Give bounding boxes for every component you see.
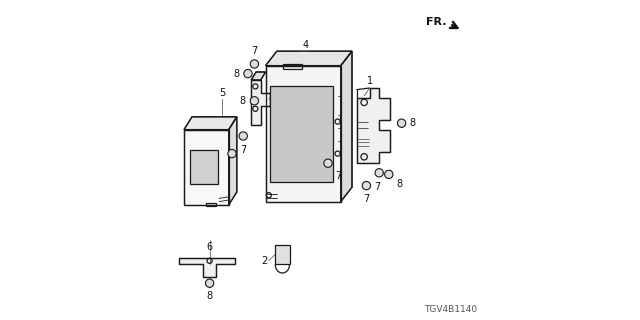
- Circle shape: [250, 97, 259, 105]
- Text: 7: 7: [252, 46, 257, 56]
- Text: 7: 7: [364, 194, 369, 204]
- Polygon shape: [184, 130, 229, 205]
- Text: TGV4B1140: TGV4B1140: [424, 305, 477, 314]
- Bar: [275, 245, 289, 264]
- Circle shape: [244, 69, 252, 78]
- Polygon shape: [251, 80, 270, 125]
- Text: 8: 8: [239, 96, 246, 106]
- Polygon shape: [357, 88, 390, 163]
- Text: 4: 4: [303, 40, 308, 50]
- Polygon shape: [340, 51, 352, 202]
- Polygon shape: [266, 66, 340, 202]
- Circle shape: [250, 60, 259, 68]
- Circle shape: [385, 170, 393, 179]
- Text: 8: 8: [409, 118, 415, 128]
- Text: 5: 5: [220, 88, 225, 98]
- Text: 3: 3: [277, 86, 283, 96]
- Text: 1: 1: [367, 76, 372, 86]
- Circle shape: [397, 119, 406, 127]
- Polygon shape: [229, 117, 237, 205]
- Polygon shape: [251, 72, 266, 80]
- Polygon shape: [179, 258, 236, 277]
- Circle shape: [375, 169, 383, 177]
- Text: 7: 7: [240, 145, 246, 155]
- Circle shape: [362, 181, 371, 190]
- Polygon shape: [266, 51, 352, 66]
- Text: 8: 8: [233, 68, 239, 79]
- Text: 7: 7: [335, 171, 342, 181]
- Circle shape: [324, 159, 332, 167]
- Circle shape: [205, 279, 214, 287]
- Bar: [270, 86, 333, 182]
- Text: 8: 8: [207, 291, 212, 300]
- Text: 6: 6: [207, 242, 212, 252]
- Text: 2: 2: [261, 256, 268, 266]
- Text: 8: 8: [396, 179, 403, 189]
- Bar: [191, 150, 218, 184]
- Polygon shape: [184, 117, 237, 130]
- Text: 7: 7: [374, 182, 381, 192]
- Text: FR.: FR.: [426, 17, 447, 28]
- Circle shape: [239, 132, 248, 140]
- Circle shape: [228, 149, 236, 158]
